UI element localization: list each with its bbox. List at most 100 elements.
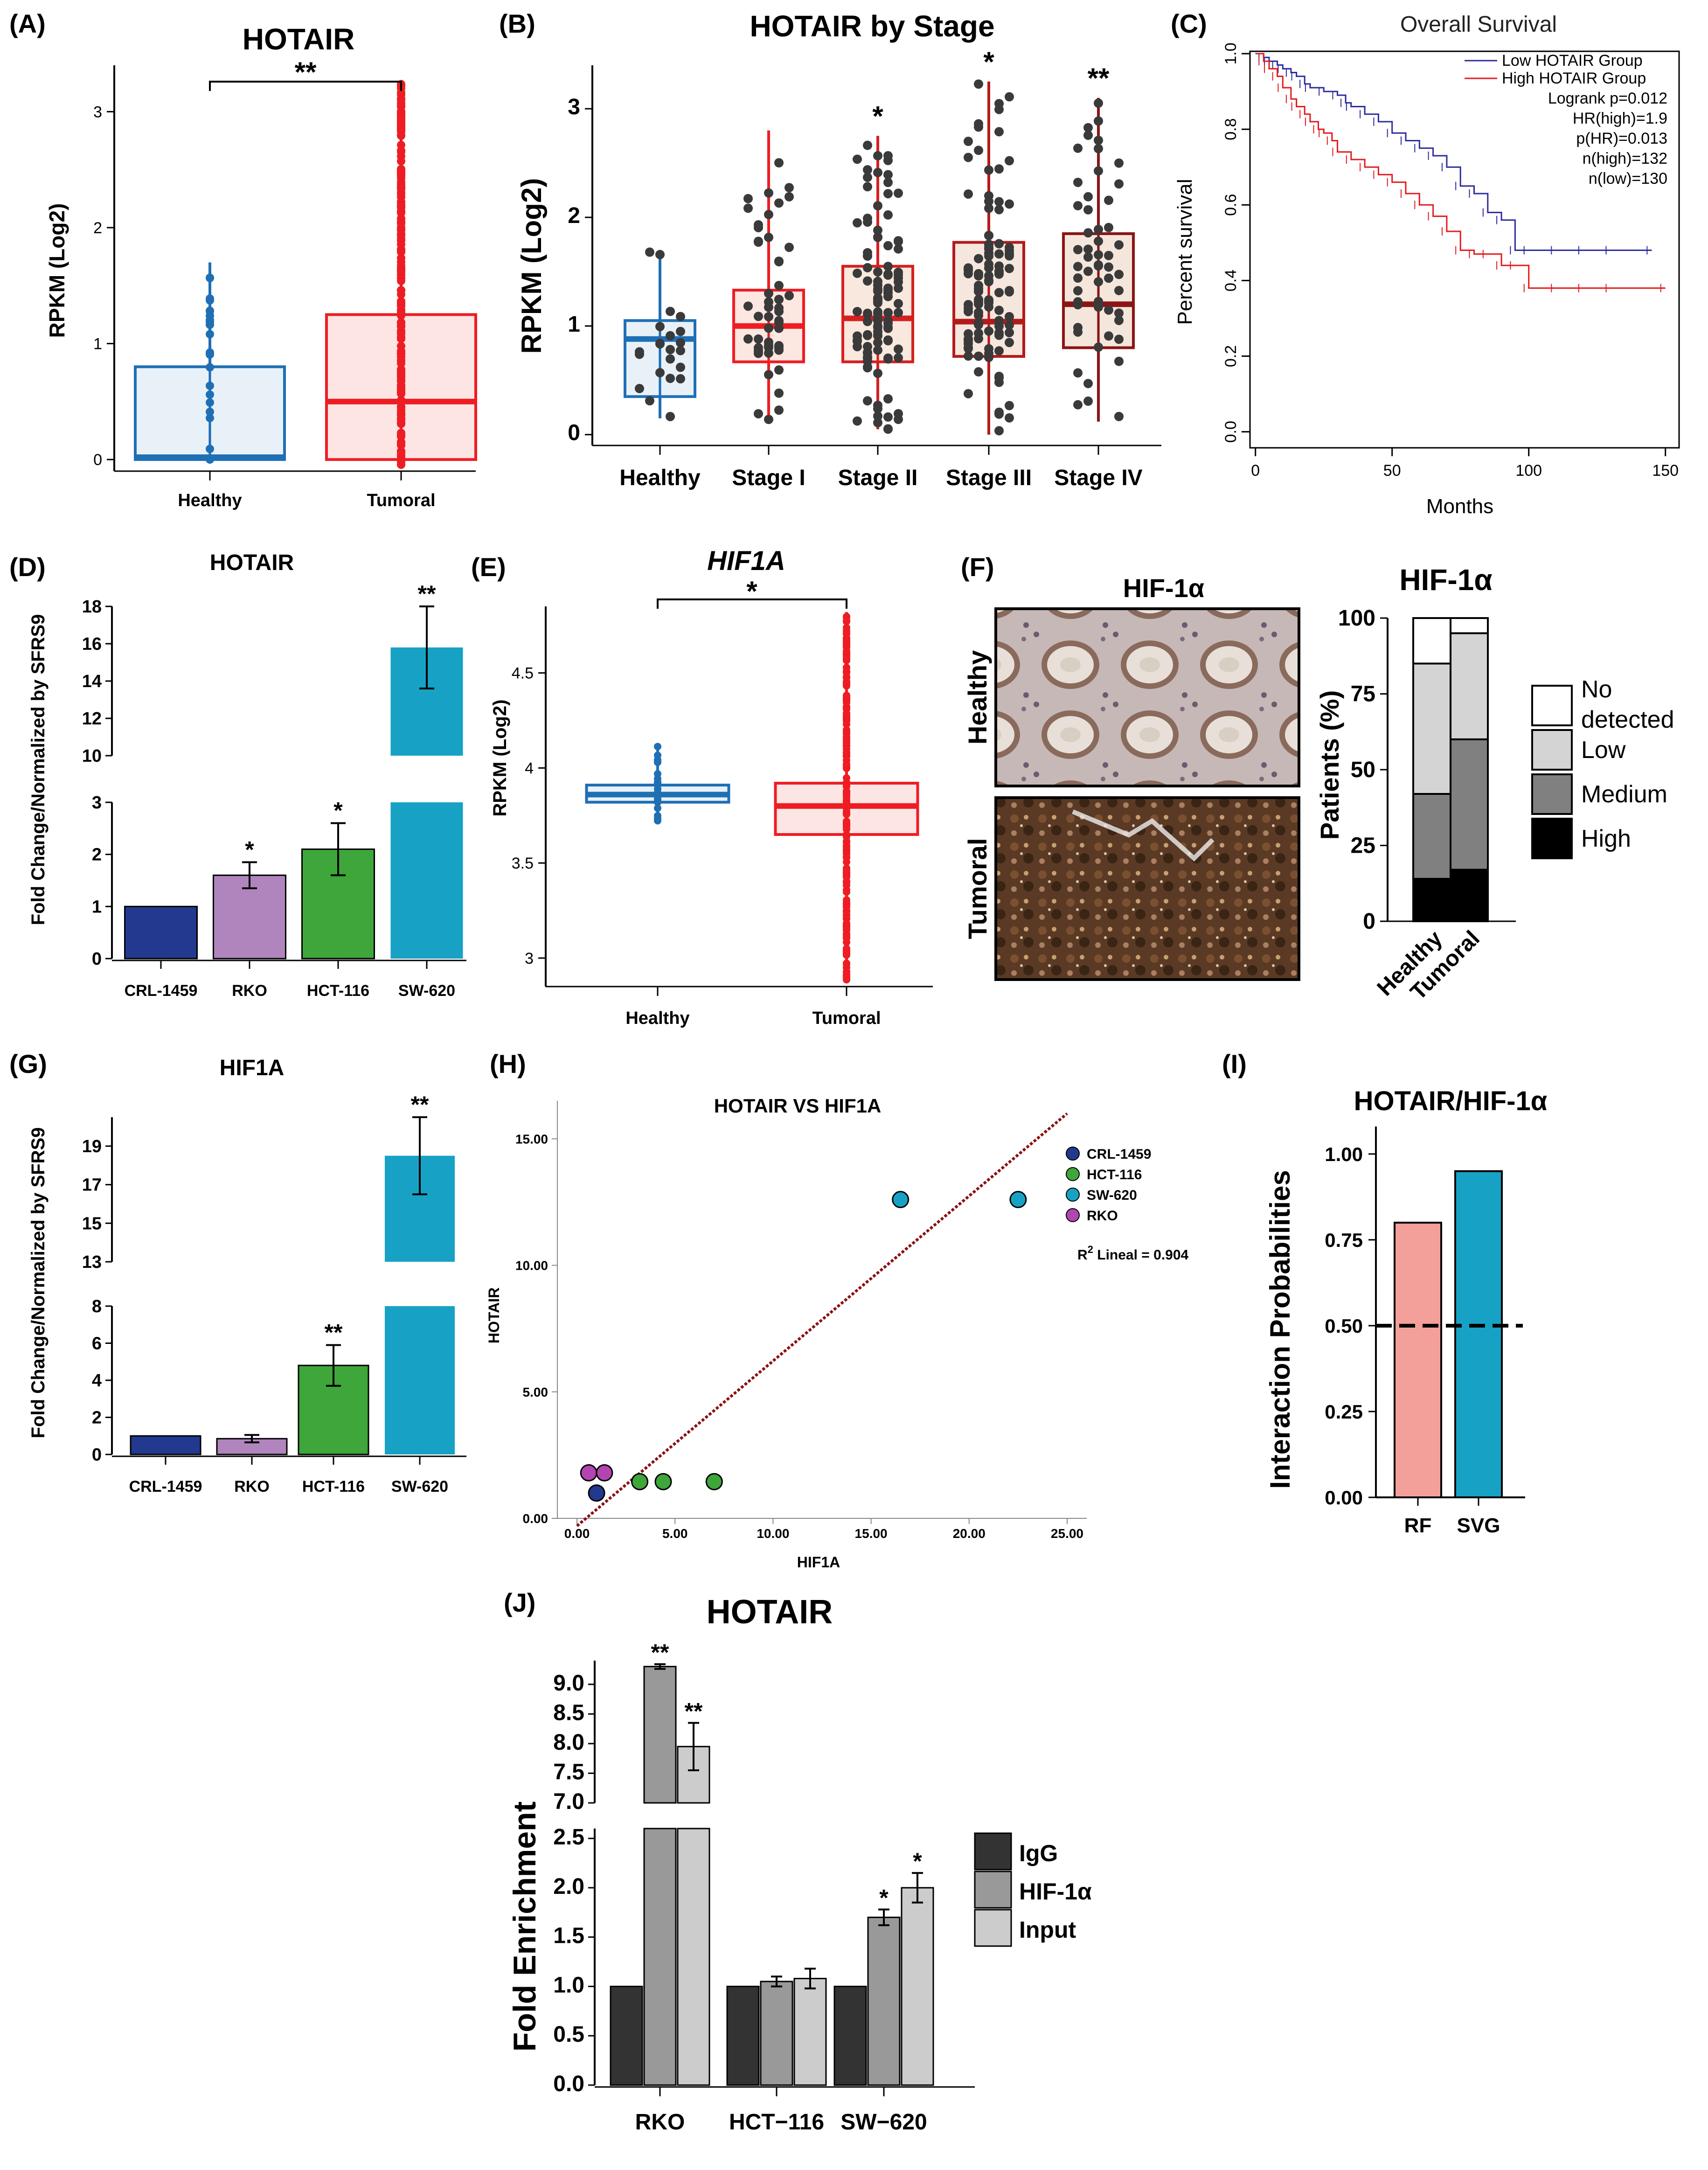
stacked-bar-segment bbox=[1412, 662, 1451, 795]
y-axis-label-d: Fold Change/Normalized by SFRS9 bbox=[28, 614, 49, 925]
data-point bbox=[843, 674, 850, 682]
data-point bbox=[206, 445, 214, 453]
x-tick-label: SW-620 bbox=[398, 982, 455, 1000]
y-tick-label: 1 bbox=[568, 312, 580, 337]
data-point bbox=[994, 346, 1004, 356]
data-point bbox=[994, 205, 1004, 215]
data-point bbox=[645, 247, 654, 257]
y-tick-label: 14 bbox=[82, 672, 102, 691]
significance-mark: ** bbox=[418, 581, 436, 607]
panel-e: (E) HIF1A RPKM (Log2) 3 3.5 4 4.5 Healthy Tum… bbox=[471, 546, 933, 1028]
data-point bbox=[764, 288, 773, 298]
panel-label-c: (C) bbox=[1171, 9, 1207, 38]
y-tick-label: 0.50 bbox=[1325, 1315, 1363, 1337]
y-tick-label: 0 bbox=[92, 1445, 102, 1465]
data-point bbox=[873, 309, 882, 319]
legend-marker bbox=[1066, 1208, 1080, 1222]
data-point bbox=[853, 218, 862, 228]
data-point bbox=[994, 377, 1004, 387]
panel-i: (I) HOTAIR/HIF-1α Interaction Probabilit… bbox=[1222, 1049, 1548, 1537]
data-point bbox=[984, 296, 993, 306]
data-point bbox=[1083, 379, 1093, 389]
y-axis-label-e: RPKM (Log2) bbox=[490, 699, 510, 816]
data-point bbox=[666, 411, 675, 421]
legend-label: HIF-1α bbox=[1019, 1878, 1092, 1905]
r2-r: R bbox=[1077, 1247, 1088, 1263]
data-point bbox=[843, 742, 850, 750]
y-tick-label: 7.5 bbox=[553, 1760, 584, 1784]
data-point bbox=[206, 455, 214, 464]
bar-lower bbox=[643, 1828, 677, 2086]
data-point bbox=[843, 960, 850, 967]
image-label-tumoral: Tumoral bbox=[963, 838, 992, 939]
data-point bbox=[397, 165, 405, 174]
data-point bbox=[894, 267, 903, 277]
bar-lower bbox=[390, 802, 463, 959]
y-tick-label: 2 bbox=[92, 1408, 102, 1428]
data-point bbox=[1083, 266, 1093, 276]
data-point bbox=[654, 795, 661, 803]
data-point bbox=[397, 203, 405, 212]
x-tick-label: 150 bbox=[1652, 462, 1679, 480]
data-point bbox=[863, 363, 872, 373]
significance-bracket bbox=[209, 81, 402, 91]
data-point bbox=[984, 277, 993, 286]
legend-j: IgG HIF-1α Input bbox=[974, 1832, 1092, 1947]
y-tick-label: 9.0 bbox=[553, 1671, 584, 1696]
data-point bbox=[1114, 158, 1124, 168]
data-point bbox=[397, 457, 405, 466]
data-point bbox=[1094, 144, 1103, 153]
y-tick-label: 10.00 bbox=[515, 1259, 548, 1273]
data-point bbox=[843, 878, 850, 886]
data-point bbox=[666, 354, 675, 364]
data-point bbox=[1114, 270, 1124, 279]
data-point bbox=[397, 127, 405, 136]
data-point bbox=[994, 249, 1004, 259]
data-point bbox=[1073, 300, 1083, 310]
data-point bbox=[1073, 262, 1083, 271]
data-point bbox=[843, 752, 850, 760]
legend-swatch bbox=[1531, 773, 1573, 815]
data-point bbox=[1114, 315, 1124, 325]
y-tick-label: 0.5 bbox=[553, 2022, 584, 2047]
data-point bbox=[206, 382, 214, 390]
data-point bbox=[774, 158, 784, 167]
data-point bbox=[843, 888, 850, 896]
chart-title-a: HOTAIR bbox=[243, 22, 355, 56]
legend-label: IgG bbox=[1019, 1840, 1058, 1866]
data-point bbox=[974, 254, 983, 264]
chart-title-i: HOTAIR/HIF-1α bbox=[1354, 1086, 1548, 1116]
panel-d: (D) HOTAIR Fold Change/Normalized by SFR… bbox=[9, 550, 466, 1000]
data-point bbox=[774, 388, 784, 398]
plot-area-c: 0 50 100 150 0.0 0.2 0.4 0.6 0.8 1.0 bbox=[1222, 42, 1680, 480]
panel-label-g: (G) bbox=[9, 1049, 47, 1078]
significance-mark: * bbox=[746, 576, 757, 607]
stat-hr: HR(high)=1.9 bbox=[1573, 110, 1667, 127]
data-point bbox=[1104, 273, 1113, 283]
significance-mark: ** bbox=[685, 1698, 703, 1724]
bar-lower bbox=[385, 1306, 455, 1454]
y-tick-label: 4 bbox=[92, 1371, 102, 1391]
data-point bbox=[1104, 195, 1113, 205]
data-point bbox=[994, 409, 1004, 419]
significance-mark: ** bbox=[1088, 63, 1110, 94]
data-point bbox=[873, 225, 882, 235]
data-point bbox=[883, 262, 893, 271]
data-point bbox=[883, 394, 893, 403]
plot-area-i: 0.00 0.25 0.50 0.75 1.00 RF SVG bbox=[1325, 1127, 1525, 1537]
data-point bbox=[873, 369, 882, 378]
y-axis-label-h: HOTAIR bbox=[486, 1287, 502, 1343]
data-point bbox=[754, 237, 763, 247]
data-point bbox=[994, 239, 1004, 249]
significance-mark: * bbox=[913, 1848, 922, 1874]
data-point bbox=[843, 774, 850, 782]
data-point bbox=[964, 153, 973, 162]
data-point bbox=[984, 348, 993, 358]
data-point bbox=[974, 79, 983, 89]
stacked-bar-segment bbox=[1450, 738, 1489, 871]
data-point bbox=[1005, 312, 1014, 321]
data-point bbox=[883, 424, 893, 434]
data-point bbox=[785, 243, 794, 252]
data-point bbox=[894, 344, 903, 354]
data-point bbox=[397, 438, 405, 446]
